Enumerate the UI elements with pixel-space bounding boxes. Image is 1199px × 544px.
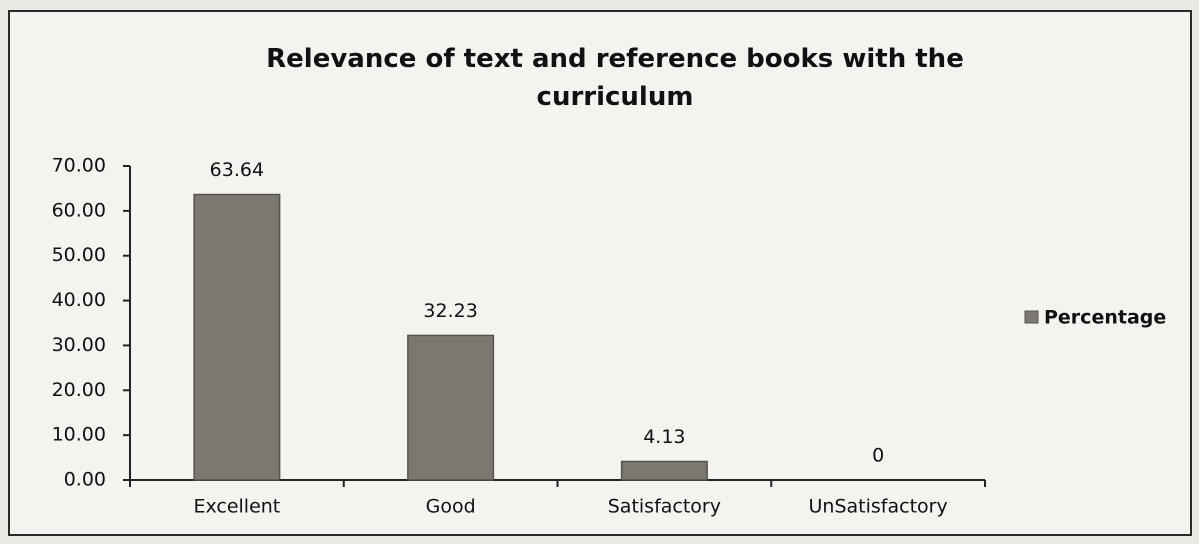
legend-swatch <box>1024 310 1039 324</box>
y-tick-label: 10.00 <box>52 424 106 446</box>
y-tick-label: 70.00 <box>52 155 106 177</box>
y-tick-label: 40.00 <box>52 289 106 311</box>
y-tick-label: 0.00 <box>64 469 106 491</box>
chart-title: Relevance of text and reference books wi… <box>266 44 964 112</box>
y-tick-label: 60.00 <box>52 199 106 221</box>
y-tick-label: 50.00 <box>52 244 106 266</box>
y-tick-label: 30.00 <box>52 334 106 356</box>
legend-label: Percentage <box>1044 307 1166 329</box>
bar <box>620 460 708 481</box>
data-label: 0 <box>872 445 884 467</box>
x-tick-label: UnSatisfactory <box>809 496 948 518</box>
x-tick-label: Good <box>426 496 476 518</box>
x-tick-label: Satisfactory <box>608 496 721 518</box>
data-label: 32.23 <box>423 300 477 322</box>
x-tick-label: Excellent <box>193 496 280 518</box>
bar <box>407 334 495 481</box>
y-tick-label: 20.00 <box>52 379 106 401</box>
data-label: 63.64 <box>210 159 264 181</box>
bar <box>193 193 281 481</box>
data-label: 4.13 <box>643 426 685 448</box>
